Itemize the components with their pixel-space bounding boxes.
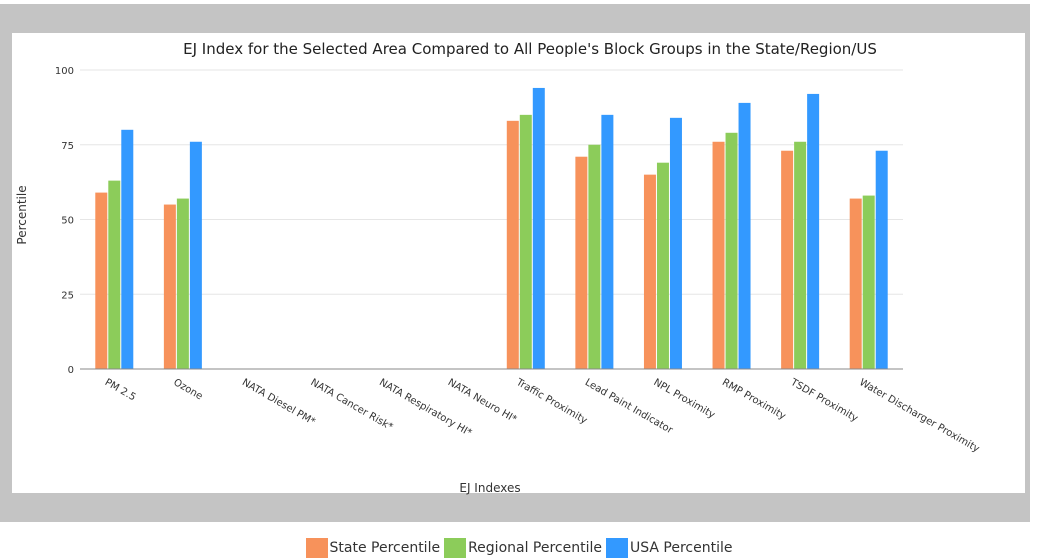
chart-svg: EJ Index for the Selected Area Compared … [15,40,981,495]
y-tick-label: 75 [61,141,74,152]
bar[interactable] [794,141,807,369]
gridlines [80,69,903,295]
x-tick-label: RMP Proximity [720,377,787,422]
bar[interactable] [519,114,532,369]
legend-label-usa: USA Percentile [630,540,733,556]
legend-label-state: State Percentile [329,540,441,556]
bar[interactable] [643,174,656,369]
y-axis-ticks: 0 25 50 75 100 [55,66,74,376]
x-tick-label: TSDF Proximity [788,377,860,425]
bar[interactable] [121,129,134,369]
bar[interactable] [601,114,614,369]
bar[interactable] [807,93,820,370]
bar[interactable] [532,87,545,369]
bar[interactable] [108,180,121,369]
bar[interactable] [725,132,738,369]
legend-swatch-state [305,538,328,558]
legend-swatch-usa [606,538,628,558]
bar[interactable] [712,141,725,369]
legend-item-regional[interactable]: Regional Percentile [444,538,602,558]
bar[interactable] [781,150,794,369]
x-tick-label: Water Discharger Proximity [857,377,981,455]
bar[interactable] [656,162,669,369]
x-tick-label: PM 2.5 [103,377,138,403]
bar[interactable] [875,150,888,369]
bar[interactable] [862,195,875,369]
bar[interactable] [669,117,682,369]
bar[interactable] [176,198,189,369]
x-tick-label: NPL Proximity [651,377,716,421]
x-tick-label: NATA Diesel PM* [240,377,317,428]
y-tick-label: 100 [55,66,74,77]
bar[interactable] [506,120,519,369]
x-axis-ticks: PM 2.5 Ozone NATA Diesel PM*NATA Cancer Ri… [103,377,981,455]
y-axis-label: Percentile [15,185,29,244]
bar[interactable] [588,144,601,369]
x-tick-label: Ozone [171,377,204,402]
x-tick-label: Traffic Proximity [513,377,589,427]
bar[interactable] [575,156,588,369]
chart-legend: State Percentile Regional Percentile USA… [0,536,1038,560]
bar[interactable] [163,204,176,369]
x-tick-label: NATA Neuro HI* [446,377,519,425]
bar[interactable] [95,192,108,369]
legend-item-state[interactable]: State Percentile [305,538,441,558]
legend-label-regional: Regional Percentile [468,540,602,556]
y-tick-label: 0 [68,365,74,376]
y-tick-label: 25 [61,290,74,301]
chart-title: EJ Index for the Selected Area Compared … [183,40,877,58]
bar[interactable] [738,102,751,369]
y-tick-label: 50 [61,216,74,227]
legend-swatch-regional [444,538,467,558]
bar[interactable] [849,198,862,369]
bar[interactable] [189,141,202,369]
legend-item-usa[interactable]: USA Percentile [606,538,733,558]
x-axis-label: EJ Indexes [459,481,520,495]
bars [95,87,888,370]
